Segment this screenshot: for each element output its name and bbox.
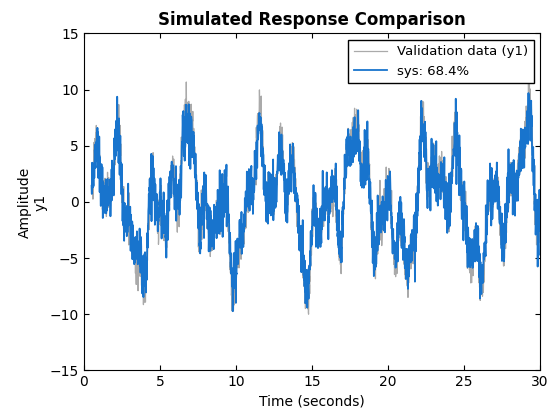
sys: 68.4%: (0.5, 1.44): 68.4%: (0.5, 1.44) [88, 183, 95, 188]
Validation data (y1) [442, 184, 449, 189]
Text: Amplitude: Amplitude [18, 166, 32, 238]
Validation data (y1) [524, 113, 531, 118]
sys: 68.4%: (14.9, -6.02): 68.4%: (14.9, -6.02) [306, 267, 313, 272]
Validation data (y1) [88, 164, 95, 169]
Validation data (y1) [111, 147, 118, 152]
sys: 68.4%: (29.2, 9.69): 68.4%: (29.2, 9.69) [525, 91, 532, 96]
Title: Simulated Response Comparison: Simulated Response Comparison [158, 11, 466, 29]
sys: 68.4%: (29.2, 7.32): 68.4%: (29.2, 7.32) [524, 117, 531, 122]
Validation data (y1) [537, 205, 544, 210]
Line: sys: 68.4%: sys: 68.4% [92, 93, 540, 311]
Y-axis label: y1: y1 [33, 193, 47, 210]
Validation data (y1) [524, 114, 530, 119]
sys: 68.4%: (2.01, 5.56): 68.4%: (2.01, 5.56) [111, 137, 118, 142]
Validation data (y1) [306, 274, 313, 279]
Validation data (y1) [305, 312, 312, 317]
sys: 68.4%: (30, -2.59): 68.4%: (30, -2.59) [537, 228, 544, 234]
Line: Validation data (y1): Validation data (y1) [92, 79, 540, 314]
X-axis label: Time (seconds): Time (seconds) [259, 395, 365, 409]
sys: 68.4%: (14.1, -0.486): 68.4%: (14.1, -0.486) [295, 205, 301, 210]
Validation data (y1) [295, 214, 301, 219]
sys: 68.4%: (23.7, 1.31): 68.4%: (23.7, 1.31) [442, 185, 449, 190]
sys: 68.4%: (9.78, -9.72): 68.4%: (9.78, -9.72) [230, 309, 236, 314]
Validation data (y1) [525, 77, 532, 82]
sys: 68.4%: (29.1, 7.4): 68.4%: (29.1, 7.4) [524, 116, 530, 121]
Legend: Validation data (y1), sys: 68.4%: Validation data (y1), sys: 68.4% [348, 40, 534, 83]
